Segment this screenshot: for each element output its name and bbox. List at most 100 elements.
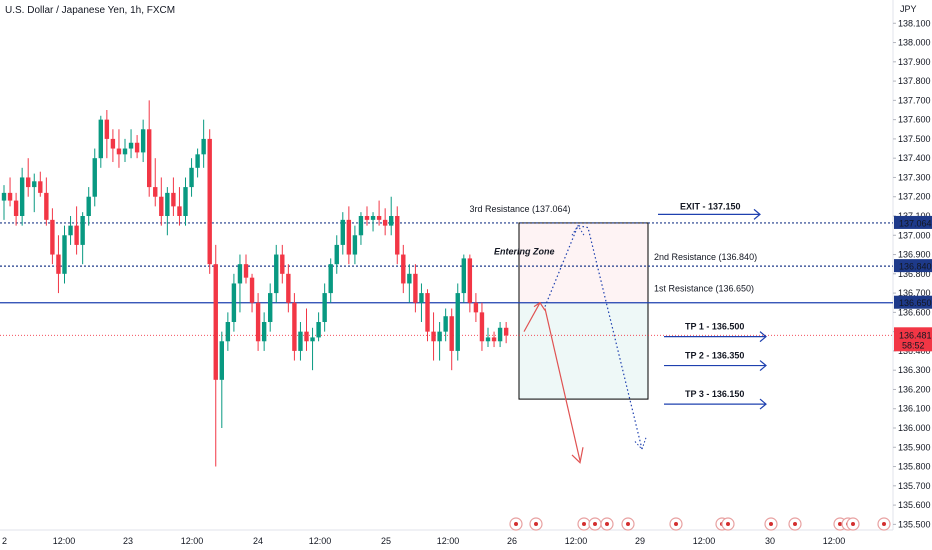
candle-body [140,129,146,153]
candle-body [479,312,485,342]
candle-body [286,273,291,303]
candle-body [280,254,285,274]
y-tick-label: 137.000 [898,230,931,240]
candle-body [104,119,110,139]
y-tick-label: 136.300 [898,365,931,375]
candle-body [382,219,388,226]
x-tick-label: 26 [507,536,517,546]
y-tick-label: 135.700 [898,481,931,491]
candle-body [261,322,267,342]
candle-body [395,216,400,255]
candle-body [419,293,424,303]
event-icon-dot [674,522,678,526]
x-tick-label: 12:00 [823,536,846,546]
y-tick-label: 135.900 [898,442,931,452]
x-tick-label: 29 [635,536,645,546]
candle-body [26,177,31,188]
candle-body [376,216,382,220]
current-price-tag-label: 136.481 [899,330,932,340]
setup-box-outline [518,222,649,400]
down-path-arrow [544,308,581,461]
candle-body [110,138,116,149]
x-tick-label: 25 [381,536,391,546]
tp3-label: TP 3 - 136.150 [685,389,744,399]
candle-body [407,273,412,284]
y-tick-label: 137.900 [898,57,931,67]
x-tick-label: 24 [253,536,263,546]
x-tick-label: 12:00 [565,536,588,546]
candle-body [92,158,97,197]
candle-body [401,254,406,284]
y-tick-label: 135.500 [898,519,931,529]
candle-body [68,225,73,236]
candle-body [195,154,200,168]
x-tick-label: 30 [765,536,775,546]
candle-body [38,181,43,193]
candle-body [171,192,176,207]
y-tick-label: 135.800 [898,462,931,472]
y-tick-label: 137.800 [898,76,931,86]
candle-body [304,331,309,342]
y-tick-label: 136.000 [898,423,931,433]
event-icon-dot [838,522,842,526]
chart-title: U.S. Dollar / Japanese Yen, 1h, FXCM [5,5,176,16]
entering-zone-label: Entering Zone [494,247,555,257]
candle-body [268,293,273,322]
candle-body [243,264,249,278]
candle-body [122,148,128,155]
candle-body [310,337,315,342]
candle-body [225,322,231,342]
candle-body [249,277,255,303]
event-icon-dot [593,522,597,526]
event-icon-dot [605,522,609,526]
candle-body [74,225,79,245]
price-tag-label-second-resistance: 136.840 [899,262,932,272]
candle-body [56,254,61,274]
candle-body [443,316,448,332]
candle-body [44,192,49,220]
candle-body [461,258,466,294]
candle-body [328,264,333,294]
y-tick-label: 137.300 [898,172,931,182]
tp3-arrow-head [759,398,767,410]
x-tick-label: 12:00 [309,536,332,546]
candle-body [159,196,164,216]
down-path-arrow-head [571,447,584,464]
third-resistance-label: 3rd Resistance (137.064) [469,204,570,214]
candle-body [437,331,442,342]
y-tick-label: 137.400 [898,153,931,163]
current-price-tag [894,327,932,352]
candle-body [473,302,479,313]
candle-body [358,216,364,236]
candle-body [364,216,370,220]
candle-body [98,119,103,159]
second-resistance-label: 2nd Resistance (136.840) [654,252,757,262]
candle-body [340,219,345,245]
price-tag-first-resistance [894,295,932,309]
y-tick-label: 136.100 [898,404,931,414]
x-tick-label: 12:00 [181,536,204,546]
y-tick-label: 136.900 [898,250,931,260]
candle-body [413,273,418,303]
candle-body [19,177,25,216]
entry-up-arrow-head [533,301,546,311]
candle-body [485,337,491,342]
candle-body [177,206,182,216]
price-tag-label-exit: 137.064 [899,218,932,228]
candle-body [165,192,170,216]
event-icon-dot [769,522,773,526]
candle-body [255,302,261,342]
candle-body [370,216,376,220]
y-tick-label: 137.700 [898,95,931,105]
candle-body [147,129,152,188]
tp1-arrow-head [759,331,767,343]
entry-up-arrow [523,302,541,332]
price-tag-second-resistance [894,259,932,273]
candle-body [32,181,37,188]
candle-body [213,264,218,380]
y-tick-label: 136.800 [898,269,931,279]
exit-arrow-head [753,208,761,220]
candle-body [316,322,321,338]
tp2-arrow-head [759,360,767,372]
